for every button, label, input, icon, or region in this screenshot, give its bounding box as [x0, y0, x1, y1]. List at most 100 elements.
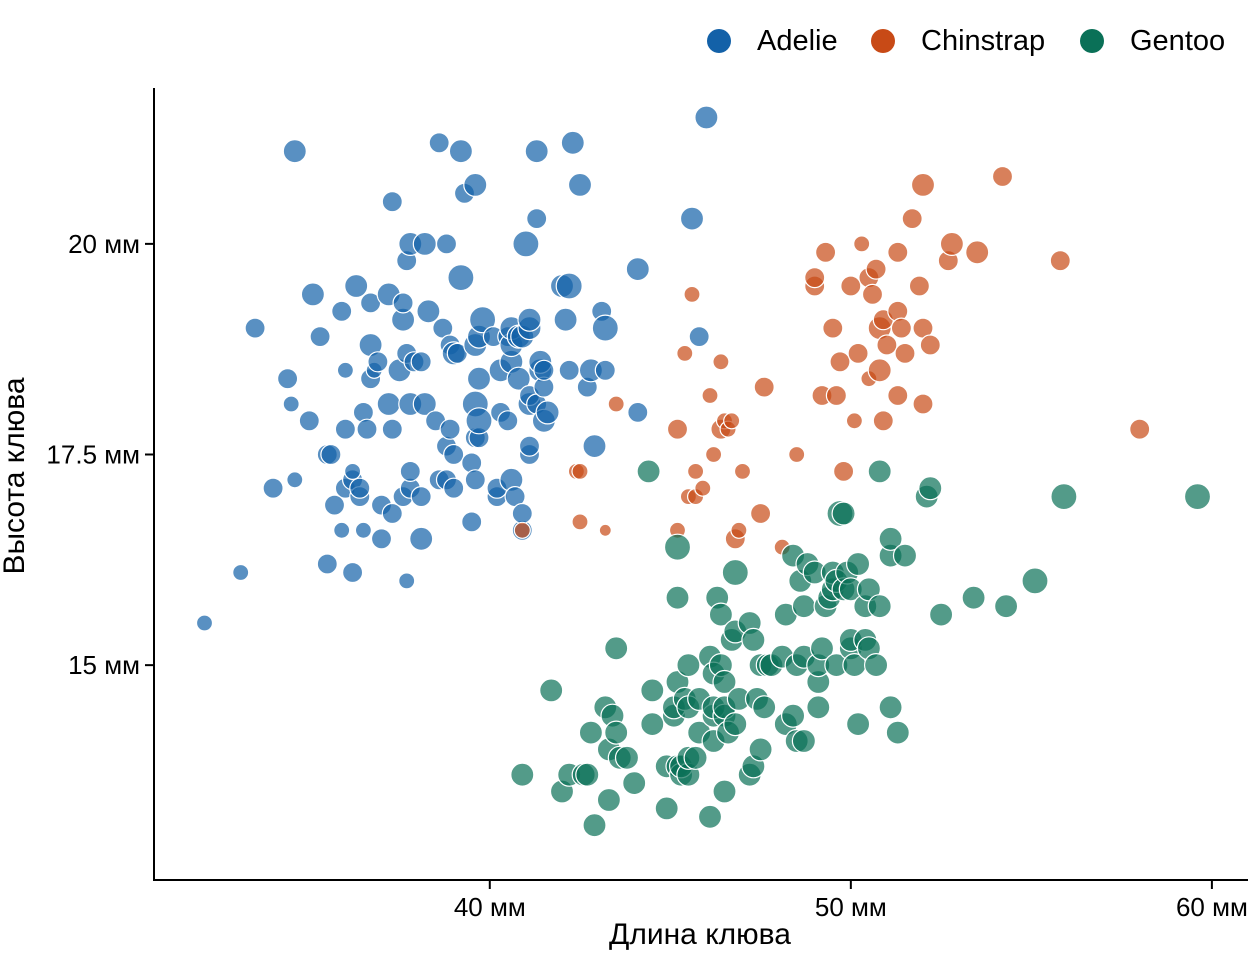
point-adelie: [277, 368, 299, 390]
point-adelie: [567, 172, 593, 197]
point-adelie: [356, 418, 378, 440]
point-adelie: [409, 526, 434, 551]
point-adelie: [342, 561, 364, 584]
point-adelie: [376, 391, 401, 417]
point-adelie: [524, 139, 549, 164]
point-chinstrap: [704, 445, 723, 464]
point-gentoo: [539, 678, 564, 703]
point-adelie: [627, 401, 649, 423]
point-adelie: [497, 410, 519, 432]
point-gentoo: [878, 526, 903, 551]
point-gentoo: [1183, 483, 1212, 511]
point-adelie: [512, 230, 540, 258]
y-tick-label: 17.5 мм: [46, 440, 140, 470]
point-adelie: [439, 418, 461, 440]
point-adelie: [381, 418, 403, 440]
point-gentoo: [867, 459, 892, 484]
point-chinstrap: [825, 384, 848, 407]
point-adelie: [392, 292, 414, 314]
point-gentoo: [809, 636, 835, 661]
point-chinstrap: [804, 267, 826, 289]
point-chinstrap: [829, 351, 851, 373]
y-axis-ticks: 15 мм 17.5 мм 20 мм: [46, 229, 154, 680]
point-chinstrap: [832, 460, 855, 482]
point-chinstrap: [571, 513, 589, 531]
point-gentoo: [878, 695, 903, 720]
point-chinstrap: [666, 418, 689, 440]
point-adelie: [688, 326, 710, 348]
point-chinstrap: [1129, 418, 1151, 440]
point-chinstrap: [861, 283, 884, 305]
point-gentoo: [654, 796, 679, 821]
point-chinstrap: [912, 393, 934, 415]
point-gentoo: [640, 678, 665, 703]
point-gentoo: [683, 745, 708, 770]
point-chinstrap: [1049, 250, 1071, 272]
point-chinstrap: [749, 502, 772, 525]
point-gentoo: [604, 636, 629, 661]
point-adelie: [298, 410, 320, 432]
point-chinstrap: [814, 241, 837, 263]
point-adelie: [517, 307, 542, 332]
point-adelie: [461, 511, 483, 533]
point-adelie: [244, 317, 266, 339]
point-chinstrap: [753, 376, 775, 398]
point-gentoo: [752, 695, 777, 720]
point-gentoo: [604, 720, 629, 745]
point-gentoo: [863, 652, 889, 678]
point-adelie: [553, 307, 578, 332]
point-adelie: [286, 471, 304, 489]
point-gentoo: [748, 737, 773, 762]
point-chinstrap: [694, 479, 712, 497]
point-adelie: [555, 272, 583, 300]
point-adelie: [336, 361, 354, 379]
point-chinstrap: [845, 412, 864, 430]
point-gentoo: [578, 720, 604, 745]
legend-marker-gentoo: [1080, 29, 1104, 53]
point-adelie: [282, 139, 307, 164]
point-adelie: [506, 366, 531, 391]
point-adelie: [694, 105, 719, 130]
y-tick-label: 20 мм: [68, 229, 140, 259]
x-tick-label: 40 мм: [454, 892, 526, 922]
point-chinstrap: [607, 395, 625, 413]
legend-label-adelie: Adelie: [757, 25, 838, 57]
point-chinstrap: [865, 258, 887, 280]
point-adelie: [558, 359, 580, 381]
point-chinstrap: [513, 521, 531, 539]
point-adelie: [625, 257, 650, 282]
point-adelie: [582, 434, 607, 459]
point-adelie: [533, 359, 555, 381]
point-chinstrap: [908, 275, 931, 297]
point-adelie: [344, 273, 369, 299]
point-adelie: [679, 206, 705, 231]
point-adelie: [410, 351, 432, 373]
point-adelie: [381, 191, 403, 213]
point-gentoo: [1050, 483, 1078, 511]
point-chinstrap: [723, 412, 741, 430]
point-adelie: [316, 553, 338, 575]
point-gentoo: [708, 602, 734, 627]
point-adelie: [354, 521, 372, 539]
point-gentoo: [806, 695, 831, 720]
point-adelie: [331, 300, 353, 322]
point-gentoo: [993, 594, 1019, 619]
point-gentoo: [636, 459, 661, 484]
point-gentoo: [780, 703, 806, 728]
point-adelie: [410, 486, 432, 508]
point-adelie: [232, 563, 250, 582]
point-adelie: [381, 502, 403, 525]
point-chinstrap: [867, 358, 892, 383]
point-adelie: [300, 282, 325, 307]
point-adelie: [428, 132, 450, 154]
point-gentoo: [665, 585, 690, 610]
point-chinstrap: [712, 353, 730, 371]
point-adelie: [370, 528, 393, 550]
point-gentoo: [614, 745, 640, 770]
point-gentoo: [845, 711, 871, 737]
y-axis-title: Высота клюва: [0, 377, 31, 574]
point-adelie: [320, 443, 342, 466]
point-chinstrap: [686, 462, 705, 480]
point-adelie: [398, 572, 416, 590]
